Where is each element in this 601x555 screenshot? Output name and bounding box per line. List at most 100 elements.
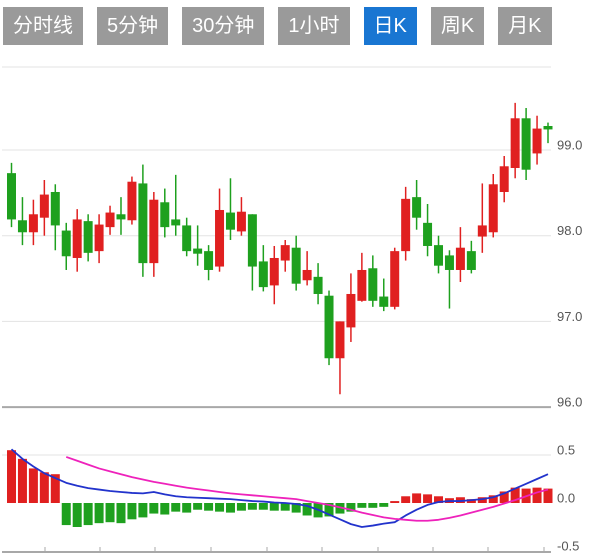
- candle: [72, 209, 82, 272]
- candle: [171, 174, 181, 236]
- macd-bar: [28, 468, 38, 503]
- macd-bar: [455, 497, 465, 503]
- tab-daily[interactable]: 日K: [363, 7, 417, 45]
- candle: [455, 227, 465, 282]
- candle: [444, 250, 454, 309]
- candle: [324, 290, 334, 366]
- candle-body: [313, 276, 323, 294]
- candle: [193, 225, 203, 266]
- macd-bar: [83, 503, 93, 526]
- macd-bar: [477, 497, 487, 503]
- candle-body: [401, 198, 411, 252]
- candle: [291, 235, 301, 291]
- macd-bar: [390, 501, 400, 503]
- price-grid: [2, 66, 551, 409]
- candle-body: [215, 209, 225, 267]
- tab-5min[interactable]: 5分钟: [97, 7, 169, 45]
- candle-body: [160, 202, 170, 228]
- price-axis-label: 98.0: [557, 223, 582, 238]
- candle: [313, 263, 323, 305]
- candle-body: [423, 222, 433, 246]
- candle-body: [105, 212, 115, 228]
- macd-bar: [182, 503, 192, 513]
- candle: [182, 217, 192, 257]
- macd-bar: [466, 499, 476, 503]
- macd-bar: [149, 503, 159, 514]
- candle: [543, 122, 553, 144]
- candle-body: [127, 181, 137, 221]
- macd-bar: [160, 503, 170, 515]
- candle-body: [50, 191, 60, 226]
- candle-body: [499, 166, 509, 192]
- macd-bar: [39, 472, 49, 503]
- candle-body: [379, 296, 389, 307]
- candle-body: [357, 269, 367, 301]
- macd-bar: [335, 503, 345, 514]
- tab-timeshare[interactable]: 分时线: [3, 7, 83, 45]
- candle: [499, 155, 509, 203]
- candle: [280, 239, 290, 272]
- macd-bar: [215, 503, 225, 512]
- candle: [368, 255, 378, 307]
- macd-bar: [204, 503, 214, 511]
- tab-monthly[interactable]: 月K: [498, 7, 552, 45]
- dif-line: [10, 448, 549, 528]
- candle: [466, 240, 476, 274]
- candle-body: [225, 212, 235, 230]
- price-axis-labels: 99.0 98.0 97.0 96.0: [557, 138, 582, 410]
- macd-bar: [269, 503, 279, 511]
- candle: [215, 188, 225, 272]
- candle-body: [193, 248, 203, 254]
- macd-bar: [105, 503, 115, 523]
- dea-line: [65, 456, 549, 522]
- macd-bar: [532, 487, 542, 503]
- candle-body: [532, 128, 542, 154]
- candle: [346, 273, 356, 342]
- macd-bar: [488, 495, 498, 503]
- candlestick-series: [7, 102, 553, 395]
- candle: [28, 199, 38, 246]
- candle: [138, 164, 148, 277]
- candle: [50, 184, 60, 251]
- macd-bar: [401, 496, 411, 503]
- macd-axis-label: -0.5: [557, 539, 579, 554]
- candle-body: [83, 221, 93, 253]
- candle-body: [116, 214, 126, 220]
- macd-bar: [543, 488, 553, 503]
- macd-bar: [258, 503, 268, 510]
- macd-bar: [346, 503, 356, 512]
- candle: [83, 214, 93, 262]
- candle-body: [368, 268, 378, 301]
- macd-bar: [138, 503, 148, 518]
- tab-30min[interactable]: 30分钟: [182, 7, 265, 45]
- candle-body: [204, 251, 214, 270]
- candle-body: [269, 257, 279, 286]
- candle: [510, 102, 520, 179]
- candle: [39, 179, 49, 236]
- candle-body: [521, 118, 531, 170]
- candle-body: [94, 224, 104, 252]
- candle: [225, 178, 235, 240]
- macd-bar: [193, 503, 203, 510]
- candle: [7, 162, 16, 228]
- macd-grid: [2, 454, 551, 553]
- candle: [61, 222, 71, 270]
- candle-body: [247, 214, 257, 267]
- tab-weekly[interactable]: 周K: [430, 7, 485, 45]
- candle: [477, 183, 487, 253]
- candle: [390, 247, 400, 310]
- macd-bar: [412, 493, 422, 503]
- macd-bar: [72, 503, 82, 527]
- candle-body: [543, 126, 553, 130]
- candle-body: [291, 247, 301, 284]
- tab-1hour[interactable]: 1小时: [278, 7, 350, 45]
- candle-body: [302, 269, 312, 281]
- candle-body: [28, 214, 38, 233]
- candle: [258, 245, 268, 292]
- macd-axis-label: 0.5: [557, 443, 575, 458]
- candle-body: [138, 183, 148, 264]
- candle-body: [390, 251, 400, 307]
- macd-axis-label: 0.0: [557, 491, 575, 506]
